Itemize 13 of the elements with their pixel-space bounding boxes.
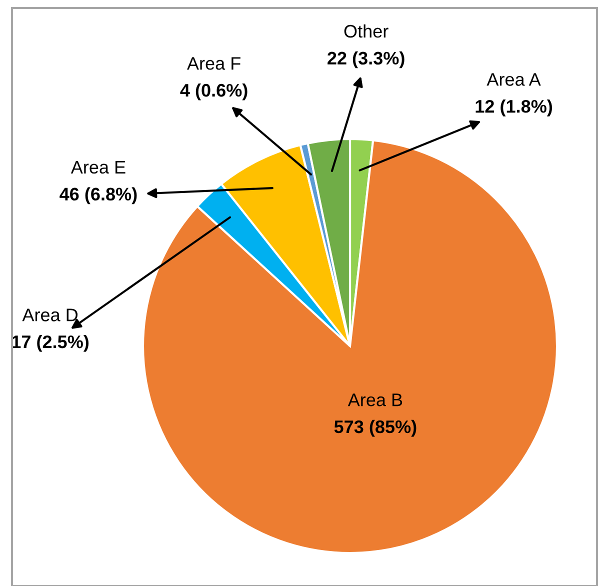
data-label: 573 (85%) [334, 420, 416, 437]
data-label: 12 (1.8%) [476, 100, 552, 116]
data-label: 4 (0.6%) [180, 83, 248, 100]
slice-label: Area F [187, 57, 240, 70]
slice-label: Other [344, 24, 388, 38]
pie-slice [142, 139, 558, 554]
slice-label: Area B [348, 394, 402, 406]
data-label: 17 (2.5%) [12, 334, 89, 352]
slice-label: Area A [486, 73, 541, 86]
slice-label: Area D [22, 308, 78, 322]
data-label: 22 (3.3%) [328, 51, 404, 68]
data-label: 46 (6.8%) [60, 187, 137, 204]
slice-label: Area E [70, 161, 126, 174]
